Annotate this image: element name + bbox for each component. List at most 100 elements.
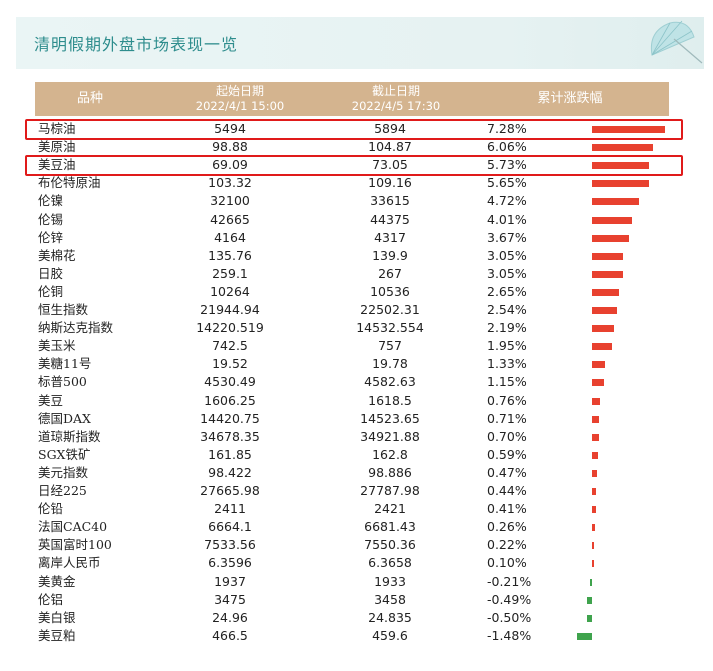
table-row: 美豆油 69.09 73.05 5.73% (0, 156, 713, 174)
table-row: 日经225 27665.98 27787.98 0.44% (0, 482, 713, 500)
row-change-label: 0.10% (487, 555, 527, 571)
row-name: 美原油 (38, 139, 76, 155)
row-end-value: 10536 (370, 283, 410, 299)
row-start-value: 5494 (214, 121, 246, 136)
change-bar (592, 325, 614, 333)
row-name: 纳斯达克指数 (38, 320, 114, 336)
row-start-value: 27665.98 (200, 483, 260, 498)
row-change-label: 2.19% (487, 320, 527, 336)
table-row: 纳斯达克指数 14220.519 14532.554 2.19% (0, 319, 713, 337)
row-end-value: 7550.36 (364, 537, 416, 553)
row-end-value: 267 (378, 265, 402, 281)
change-bar (592, 379, 604, 387)
row-start-value: 161.85 (208, 446, 252, 462)
change-bar (592, 343, 612, 351)
table-row: 美豆 1606.25 1618.5 0.76% (0, 392, 713, 410)
row-start-value: 4530.49 (204, 374, 256, 390)
table-row: 标普500 4530.49 4582.63 1.15% (0, 373, 713, 391)
row-change-label: 0.22% (487, 537, 527, 553)
row-name: 日经225 (38, 483, 87, 498)
header-start-date: 2022/4/1 15:00 (195, 99, 285, 113)
row-start-value: 98.88 (212, 139, 248, 155)
row-end-value: 44375 (370, 211, 410, 227)
row-start-value: 1606.25 (204, 392, 256, 408)
row-start-value: 42665 (210, 211, 250, 227)
row-name: 英国富时100 (38, 537, 112, 553)
table-row: 美元指数 98.422 98.886 0.47% (0, 464, 713, 482)
change-bar (592, 560, 594, 568)
row-end-value: 162.8 (372, 446, 408, 462)
table-row: 美黄金 1937 1933 -0.21% (0, 573, 713, 591)
row-start-value: 3475 (214, 591, 246, 607)
row-change-label: 3.05% (487, 247, 527, 263)
row-name: 道琼斯指数 (38, 428, 101, 444)
row-change-label: -1.48% (487, 627, 532, 643)
table-row: 法国CAC40 6664.1 6681.43 0.26% (0, 518, 713, 536)
row-end-value: 14523.65 (360, 410, 420, 426)
table-row: 伦铅 2411 2421 0.41% (0, 500, 713, 518)
row-change-label: -0.49% (487, 591, 532, 607)
row-change-label: 2.54% (487, 302, 527, 317)
change-bar (586, 614, 592, 622)
row-end-value: 33615 (370, 193, 410, 209)
row-end-value: 27787.98 (360, 483, 420, 498)
row-change-label: 3.67% (487, 229, 527, 245)
change-bar (592, 542, 595, 550)
row-start-value: 6.3596 (208, 555, 252, 571)
row-name: 伦铝 (38, 591, 64, 607)
row-name: 德国DAX (38, 410, 91, 426)
row-end-value: 34921.88 (360, 428, 420, 444)
row-start-value: 6664.1 (208, 519, 252, 535)
header-start-label: 起始日期 (215, 84, 264, 98)
row-start-value: 14420.75 (200, 410, 260, 426)
row-name: 法国CAC40 (38, 519, 108, 535)
row-name: 离岸人民币 (38, 555, 101, 571)
row-change-label: 0.71% (487, 410, 527, 426)
change-bar (592, 180, 649, 188)
row-name: 美糖11号 (38, 356, 92, 372)
table-row: 马棕油 5494 5894 7.28% (0, 120, 713, 138)
change-bar (587, 596, 592, 604)
table-row: 日胶 259.1 267 3.05% (0, 265, 713, 283)
row-change-label: 1.15% (487, 374, 527, 390)
row-end-value: 459.6 (372, 627, 408, 643)
table-row: 美豆粕 466.5 459.6 -1.48% (0, 627, 713, 645)
row-start-value: 103.32 (208, 175, 252, 191)
row-name: 马棕油 (38, 121, 76, 136)
row-change-label: 6.06% (487, 139, 527, 155)
change-bar (592, 361, 606, 369)
row-start-value: 69.09 (212, 157, 248, 173)
row-start-value: 32100 (210, 193, 250, 209)
row-name: 伦铅 (38, 501, 64, 517)
row-name: 恒生指数 (38, 302, 89, 317)
row-change-label: 0.59% (487, 446, 527, 462)
change-bar (592, 126, 665, 133)
row-end-value: 139.9 (372, 247, 408, 263)
table-row: 离岸人民币 6.3596 6.3658 0.10% (0, 554, 713, 572)
row-end-value: 1933 (374, 573, 406, 589)
row-start-value: 2411 (214, 501, 246, 517)
row-name: 美玉米 (38, 338, 76, 354)
row-end-value: 24.835 (368, 609, 412, 625)
header-name: 品种 (76, 91, 103, 106)
row-end-value: 19.78 (372, 356, 408, 372)
row-end-value: 4317 (374, 229, 406, 245)
row-start-value: 34678.35 (200, 428, 260, 444)
row-start-value: 98.422 (208, 464, 252, 480)
row-change-label: 3.05% (487, 265, 527, 281)
header-end-label: 截止日期 (371, 84, 420, 98)
change-bar (592, 488, 597, 495)
row-name: 伦铜 (38, 283, 64, 299)
row-change-label: 0.26% (487, 519, 527, 535)
row-end-value: 3458 (374, 591, 406, 607)
row-start-value: 7533.56 (204, 537, 256, 553)
highlight-box (25, 155, 683, 177)
change-bar (592, 162, 650, 170)
row-start-value: 19.52 (212, 356, 248, 372)
header-end: 截止日期 2022/4/5 17:30 (321, 84, 471, 114)
table-row: 德国DAX 14420.75 14523.65 0.71% (0, 410, 713, 428)
row-change-label: 0.44% (487, 483, 527, 498)
row-start-value: 259.1 (212, 265, 248, 281)
row-change-label: 5.65% (487, 175, 527, 191)
umbrella-icon (650, 20, 703, 64)
